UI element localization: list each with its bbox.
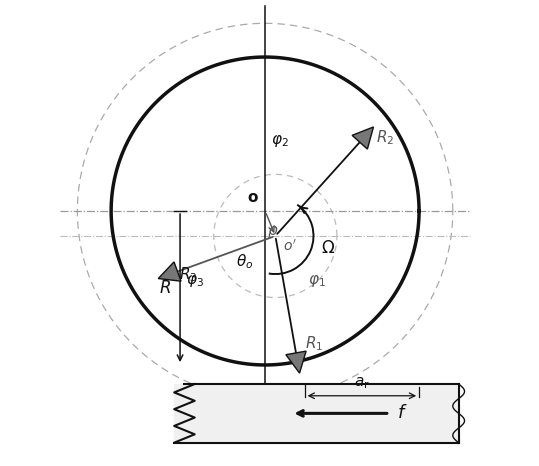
Text: $\Omega$: $\Omega$	[321, 239, 335, 257]
Text: $o'$: $o'$	[282, 239, 296, 254]
Polygon shape	[286, 351, 306, 373]
Text: $R_3$: $R_3$	[179, 265, 197, 283]
Text: $R_2$: $R_2$	[376, 129, 395, 147]
Text: $R_1$: $R_1$	[306, 334, 324, 353]
Text: $\varphi_1$: $\varphi_1$	[308, 273, 326, 288]
Text: $a_\mathrm{r}$: $a_\mathrm{r}$	[354, 376, 370, 391]
Text: $R$: $R$	[159, 279, 171, 297]
Polygon shape	[158, 262, 181, 281]
Text: $\varphi_2$: $\varphi_2$	[271, 133, 289, 150]
Polygon shape	[174, 384, 459, 443]
Polygon shape	[352, 127, 374, 149]
Text: $\rho$: $\rho$	[267, 224, 278, 240]
Text: $\theta_o$: $\theta_o$	[236, 252, 253, 271]
Text: $\mathbf{o}$: $\mathbf{o}$	[247, 190, 259, 205]
Text: $f$: $f$	[397, 404, 407, 422]
Text: $\varphi_3$: $\varphi_3$	[185, 273, 204, 288]
